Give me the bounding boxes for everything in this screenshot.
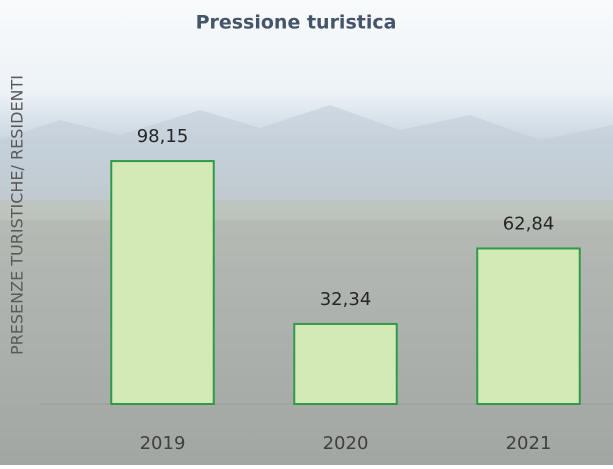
chart: Pressione turistica PRESENZE TURISTICHE/… (0, 0, 613, 465)
x-tick-label: 2021 (506, 433, 552, 454)
value-label: 62,84 (503, 213, 555, 234)
chart-title: Pressione turistica (196, 12, 397, 34)
y-axis-label: PRESENZE TURISTICHE/ RESIDENTI (8, 75, 27, 355)
bar (477, 248, 579, 404)
bar (294, 324, 396, 404)
bar (111, 161, 213, 404)
value-label: 98,15 (137, 126, 189, 147)
x-tick-label: 2019 (140, 433, 186, 454)
value-label: 32,34 (320, 289, 372, 310)
x-tick-label: 2020 (323, 433, 369, 454)
